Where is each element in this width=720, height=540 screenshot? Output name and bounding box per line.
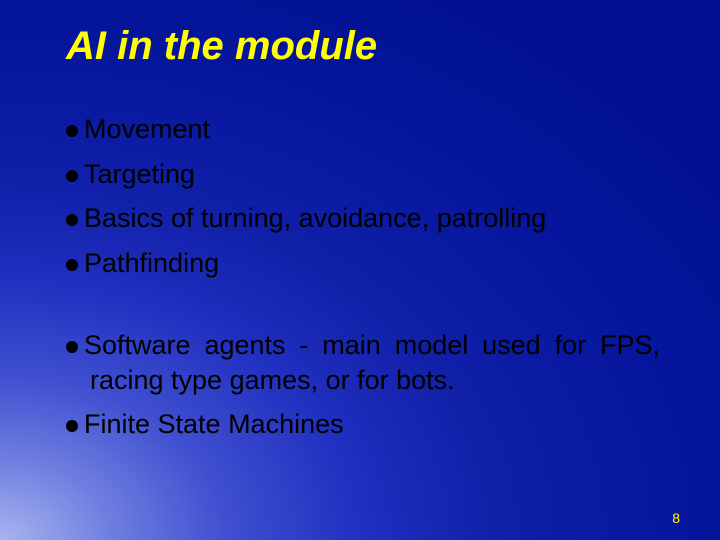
bullet-group-1: Movement Targeting Basics of turning, av…: [66, 112, 660, 280]
bullet-item: Finite State Machines: [66, 407, 660, 442]
bullet-item: Software agents - main model used for FP…: [66, 328, 660, 397]
bullet-text: Software agents - main model used for FP…: [84, 330, 660, 395]
page-number: 8: [672, 510, 680, 526]
bullet-item: Pathfinding: [66, 246, 660, 281]
bullet-text: Basics of turning, avoidance, patrolling: [84, 203, 546, 233]
bullet-text: Pathfinding: [84, 248, 219, 278]
bullet-dot-icon: [66, 214, 78, 226]
slide-title: AI in the module: [66, 24, 660, 68]
bullet-text: Targeting: [84, 159, 195, 189]
bullet-dot-icon: [66, 125, 78, 137]
bullet-text: Movement: [84, 114, 210, 144]
bullet-dot-icon: [66, 341, 78, 353]
bullet-item: Basics of turning, avoidance, patrolling: [66, 201, 660, 236]
bullet-dot-icon: [66, 420, 78, 432]
slide: AI in the module Movement Targeting Basi…: [0, 0, 720, 540]
bullet-text: Finite State Machines: [84, 409, 344, 439]
bullet-group-2: Software agents - main model used for FP…: [66, 328, 660, 442]
bullet-item: Movement: [66, 112, 660, 147]
bullet-dot-icon: [66, 259, 78, 271]
bullet-item: Targeting: [66, 157, 660, 192]
bullet-dot-icon: [66, 170, 78, 182]
